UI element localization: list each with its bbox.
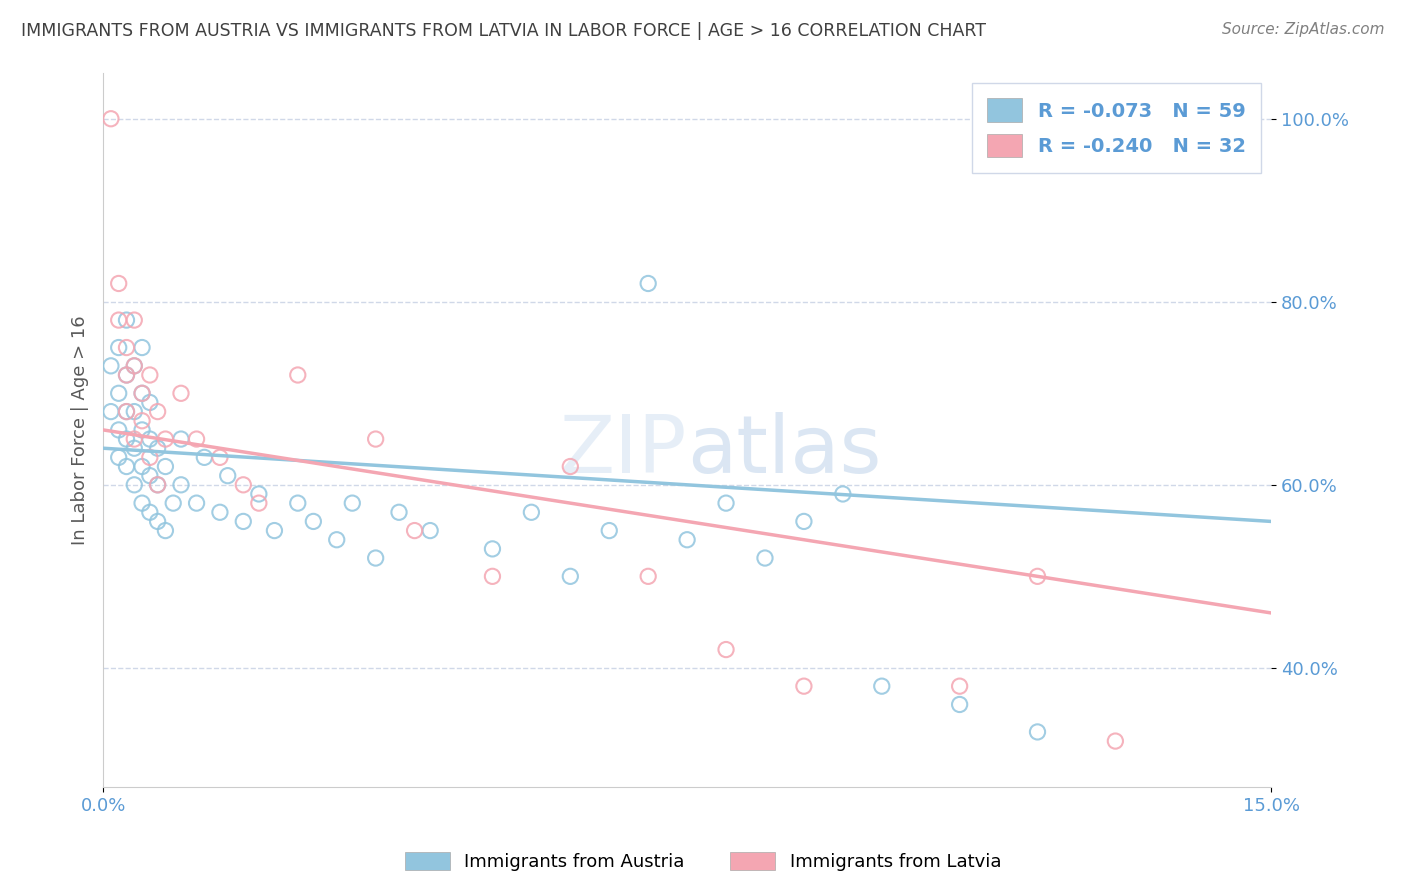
Point [481, 541, 503, 556]
Point [115, 368, 138, 382]
Point [162, 496, 184, 510]
Text: Source: ZipAtlas.com: Source: ZipAtlas.com [1222, 22, 1385, 37]
Point [232, 515, 254, 529]
Point [146, 441, 169, 455]
Point [364, 432, 387, 446]
Point [146, 478, 169, 492]
Point [124, 313, 146, 327]
Point [186, 496, 208, 510]
Point [107, 386, 129, 401]
Point [115, 404, 138, 418]
Text: IMMIGRANTS FROM AUSTRIA VS IMMIGRANTS FROM LATVIA IN LABOR FORCE | AGE > 16 CORR: IMMIGRANTS FROM AUSTRIA VS IMMIGRANTS FR… [21, 22, 986, 40]
Point [155, 432, 177, 446]
Point [139, 395, 162, 409]
Point [364, 551, 387, 566]
Point [217, 468, 239, 483]
Point [115, 404, 138, 418]
Point [139, 432, 162, 446]
Point [714, 496, 737, 510]
Point [107, 313, 129, 327]
Point [124, 359, 146, 373]
Point [131, 496, 153, 510]
Point [155, 524, 177, 538]
Point [131, 414, 153, 428]
Text: atlas: atlas [688, 412, 882, 491]
Point [124, 441, 146, 455]
Point [754, 551, 776, 566]
Point [139, 505, 162, 519]
Point [115, 341, 138, 355]
Point [100, 359, 122, 373]
Point [598, 524, 620, 538]
Point [155, 459, 177, 474]
Point [139, 368, 162, 382]
Point [302, 515, 325, 529]
Point [146, 515, 169, 529]
Point [560, 569, 582, 583]
Legend: Immigrants from Austria, Immigrants from Latvia: Immigrants from Austria, Immigrants from… [398, 845, 1008, 879]
Point [404, 524, 426, 538]
Point [100, 112, 122, 126]
Point [208, 505, 231, 519]
Point [342, 496, 364, 510]
Point [107, 341, 129, 355]
Point [676, 533, 699, 547]
Point [520, 505, 543, 519]
Point [115, 432, 138, 446]
Point [388, 505, 411, 519]
Text: ZIP: ZIP [560, 412, 688, 491]
Point [115, 368, 138, 382]
Point [793, 679, 815, 693]
Point [560, 459, 582, 474]
Point [949, 679, 972, 693]
Point [146, 404, 169, 418]
Point [419, 524, 441, 538]
Point [247, 487, 270, 501]
Point [124, 359, 146, 373]
Point [1026, 569, 1049, 583]
Y-axis label: In Labor Force | Age > 16: In Labor Force | Age > 16 [72, 315, 89, 545]
Point [170, 386, 193, 401]
Point [107, 423, 129, 437]
Point [208, 450, 231, 465]
Point [146, 478, 169, 492]
Point [949, 698, 972, 712]
Point [131, 423, 153, 437]
Point [870, 679, 893, 693]
Point [263, 524, 285, 538]
Point [115, 313, 138, 327]
Point [131, 341, 153, 355]
Point [107, 450, 129, 465]
Point [115, 459, 138, 474]
Point [107, 277, 129, 291]
Point [170, 478, 193, 492]
Point [325, 533, 347, 547]
Point [1104, 734, 1126, 748]
Point [232, 478, 254, 492]
Point [139, 450, 162, 465]
Point [637, 277, 659, 291]
Point [131, 459, 153, 474]
Point [287, 368, 309, 382]
Point [287, 496, 309, 510]
Point [131, 386, 153, 401]
Point [637, 569, 659, 583]
Point [170, 432, 193, 446]
Point [186, 432, 208, 446]
Point [131, 386, 153, 401]
Point [139, 468, 162, 483]
Point [831, 487, 853, 501]
Point [124, 432, 146, 446]
Point [193, 450, 215, 465]
Point [714, 642, 737, 657]
Point [124, 404, 146, 418]
Point [124, 478, 146, 492]
Point [1026, 725, 1049, 739]
Point [793, 515, 815, 529]
Point [100, 404, 122, 418]
Point [481, 569, 503, 583]
Legend: R = -0.073   N = 59, R = -0.240   N = 32: R = -0.073 N = 59, R = -0.240 N = 32 [972, 83, 1261, 173]
Point [247, 496, 270, 510]
